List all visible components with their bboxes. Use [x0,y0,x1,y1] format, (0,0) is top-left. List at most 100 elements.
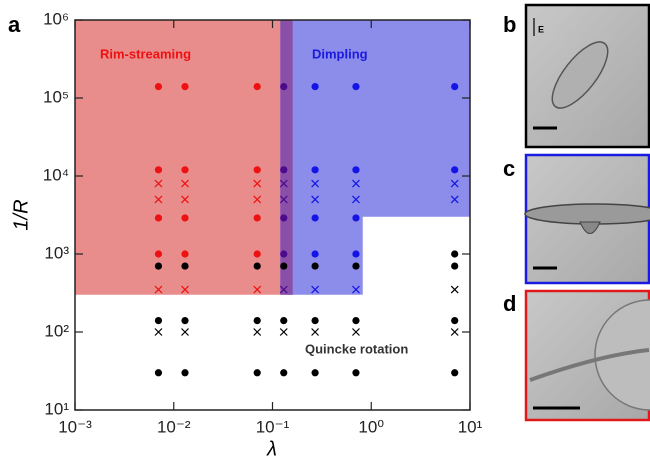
point-x [181,285,189,294]
region-label: Quincke rotation [305,341,408,356]
point-x [450,195,459,204]
point [311,317,319,325]
point [451,262,459,270]
point [280,214,288,222]
point-x [154,285,163,294]
point [311,369,319,377]
point [352,369,360,377]
point-x [279,328,288,336]
point [280,250,288,258]
point [181,369,189,377]
x-tick-label: 10⁰ [358,417,384,436]
point-x [279,285,288,294]
point [253,166,261,174]
point-x [154,195,163,204]
point [253,214,261,222]
point [154,317,163,325]
x-tick-label: 10⁻¹ [256,417,290,436]
point [451,250,459,258]
point [280,369,288,377]
panel-label: d [503,291,516,316]
region-label: Rim-streaming [100,46,191,61]
point [253,262,261,270]
x-axis-label: λ [266,438,277,460]
point-x [253,328,262,336]
y-tick-label: 10² [44,321,69,340]
x-tick-label: 10⁻² [157,417,191,436]
point-x [311,285,320,294]
point-x [311,328,320,336]
region-label: Dimpling [312,46,368,61]
point-x [352,285,360,294]
point [352,317,360,325]
point-x [311,195,320,204]
point-x [352,195,360,204]
x-tick-label: 10¹ [458,417,483,436]
point-x [253,285,262,294]
point [253,83,261,91]
x-tick-label: 10⁻³ [58,417,92,436]
point-x [154,179,163,188]
point-x [450,285,459,294]
regime-region [75,20,293,295]
point-x [181,179,189,188]
point [181,83,189,91]
panel-label: c [503,156,515,181]
point-x [253,195,262,204]
point [154,369,163,377]
droplet [551,41,609,109]
point-x [352,328,360,336]
point [253,250,261,258]
point [451,317,459,325]
regime-region [280,20,470,295]
panel-label: a [8,12,21,37]
point [280,83,288,91]
y-tick-label: 10⁴ [43,165,69,184]
point [280,166,288,174]
point [352,166,360,174]
panel-d [524,289,650,422]
point [352,214,360,222]
point-x [279,195,288,204]
point-x [154,328,163,336]
point [154,83,163,91]
point [451,83,459,91]
point [311,83,319,91]
y-tick-label: 10¹ [44,399,69,418]
point [181,317,189,325]
point [154,166,163,174]
point [181,250,189,258]
point-x [352,179,360,188]
panel-b [524,3,650,149]
point [253,317,261,325]
point [280,262,288,270]
point-x [450,179,459,188]
panel-label: b [503,12,516,37]
dimple [579,221,601,234]
field-label: E [538,24,544,34]
point-x [181,328,189,336]
rim-stream [529,348,650,382]
point [181,262,189,270]
y-tick-label: 10³ [44,243,69,262]
point [253,369,261,377]
point [154,214,163,222]
point [451,369,459,377]
droplet [524,203,650,225]
y-tick-label: 10⁶ [43,9,69,28]
y-axis-label: 1/R [10,199,32,230]
y-tick-label: 10⁵ [43,87,69,106]
point [451,166,459,174]
plot-area: Rim-streaming Dimpling Quincke rotation [75,20,470,377]
point-x [279,179,288,188]
point [311,214,319,222]
point [352,83,360,91]
point [181,214,189,222]
point-x [253,179,262,188]
point [311,262,319,270]
point [352,250,360,258]
panel-c [524,153,650,285]
point-x [181,195,189,204]
